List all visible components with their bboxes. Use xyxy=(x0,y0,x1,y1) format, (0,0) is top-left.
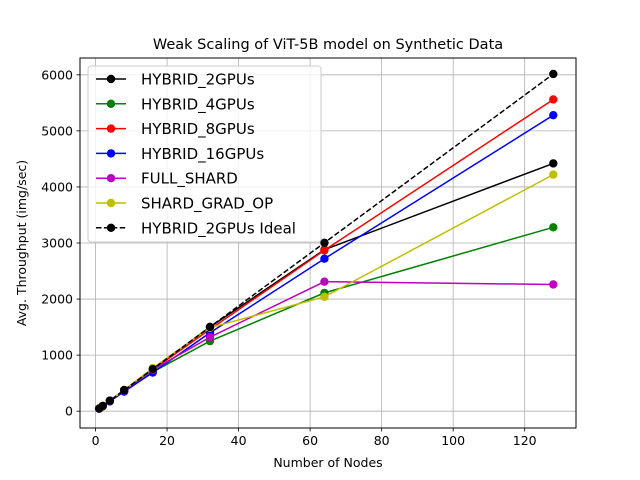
legend-label: FULL_SHARD xyxy=(141,170,238,189)
y-tick-label: 4000 xyxy=(41,179,73,194)
legend-label: HYBRID_16GPUs xyxy=(141,145,264,164)
legend-entry: FULL_SHARD xyxy=(96,170,238,189)
x-tick-label: 40 xyxy=(231,433,247,448)
series-hybrid-2gpus-ideal xyxy=(94,69,558,413)
data-point xyxy=(549,110,558,120)
x-axis-label: Number of Nodes xyxy=(273,455,382,470)
y-tick-label: 6000 xyxy=(41,67,73,82)
data-point xyxy=(549,95,558,104)
data-point xyxy=(105,396,115,405)
legend-entry: SHARD_GRAD_OP xyxy=(96,195,273,214)
legend-entry: HYBRID_2GPUs xyxy=(96,71,255,90)
x-tick-label: 60 xyxy=(302,433,318,448)
data-point xyxy=(320,292,329,302)
legend-marker xyxy=(106,99,116,109)
legend-marker xyxy=(106,198,116,208)
data-point xyxy=(119,385,129,395)
x-tick-label: 80 xyxy=(374,433,390,448)
chart-title: Weak Scaling of ViT-5B model on Syntheti… xyxy=(153,37,503,53)
legend: HYBRID_2GPUs HYBRID_4GPUs HYBRID_8GPUs HYBR… xyxy=(87,65,322,243)
x-tick-label: 100 xyxy=(441,433,465,448)
data-point xyxy=(320,238,329,247)
legend-entry: HYBRID_4GPUs xyxy=(96,95,255,114)
data-point xyxy=(549,170,558,179)
legend-label: SHARD_GRAD_OP xyxy=(141,195,273,214)
legend-marker xyxy=(106,223,116,232)
y-tick-label: 3000 xyxy=(41,236,73,251)
axis-ticks: 0 20 40 60 80 100 120 0 1000 2000 3000 4000 5000 6000 xyxy=(41,67,536,448)
legend-box xyxy=(87,65,322,243)
data-point xyxy=(549,223,558,232)
legend-label: HYBRID_2GPUs Ideal xyxy=(141,219,296,238)
legend-entry: HYBRID_2GPUs Ideal xyxy=(96,219,296,238)
legend-entry: HYBRID_16GPUs xyxy=(96,145,264,164)
legend-marker xyxy=(106,174,116,183)
x-tick-label: 20 xyxy=(159,433,175,448)
y-tick-label: 2000 xyxy=(41,292,73,307)
legend-entry: HYBRID_8GPUs xyxy=(96,120,255,139)
y-tick-label: 0 xyxy=(65,404,73,419)
data-point xyxy=(148,364,157,374)
series-line xyxy=(98,73,554,410)
data-point xyxy=(205,322,215,332)
data-point xyxy=(549,280,558,289)
data-point xyxy=(205,332,215,342)
legend-marker xyxy=(106,74,116,84)
data-point xyxy=(98,401,107,411)
y-axis-label: Avg. Throughput (img/sec) xyxy=(14,160,29,326)
x-tick-label: 120 xyxy=(513,433,537,448)
x-tick-label: 0 xyxy=(92,433,100,448)
legend-marker xyxy=(106,149,116,158)
legend-marker xyxy=(106,124,116,133)
legend-label: HYBRID_2GPUs xyxy=(141,71,255,90)
y-tick-label: 1000 xyxy=(41,348,73,363)
data-point xyxy=(320,246,329,255)
legend-label: HYBRID_4GPUs xyxy=(141,95,255,114)
data-point xyxy=(320,277,329,286)
data-point xyxy=(320,254,329,263)
series-group xyxy=(94,69,558,413)
data-point xyxy=(549,69,558,79)
y-tick-label: 5000 xyxy=(41,123,73,138)
legend-label: HYBRID_8GPUs xyxy=(141,120,255,139)
data-point xyxy=(549,159,558,168)
